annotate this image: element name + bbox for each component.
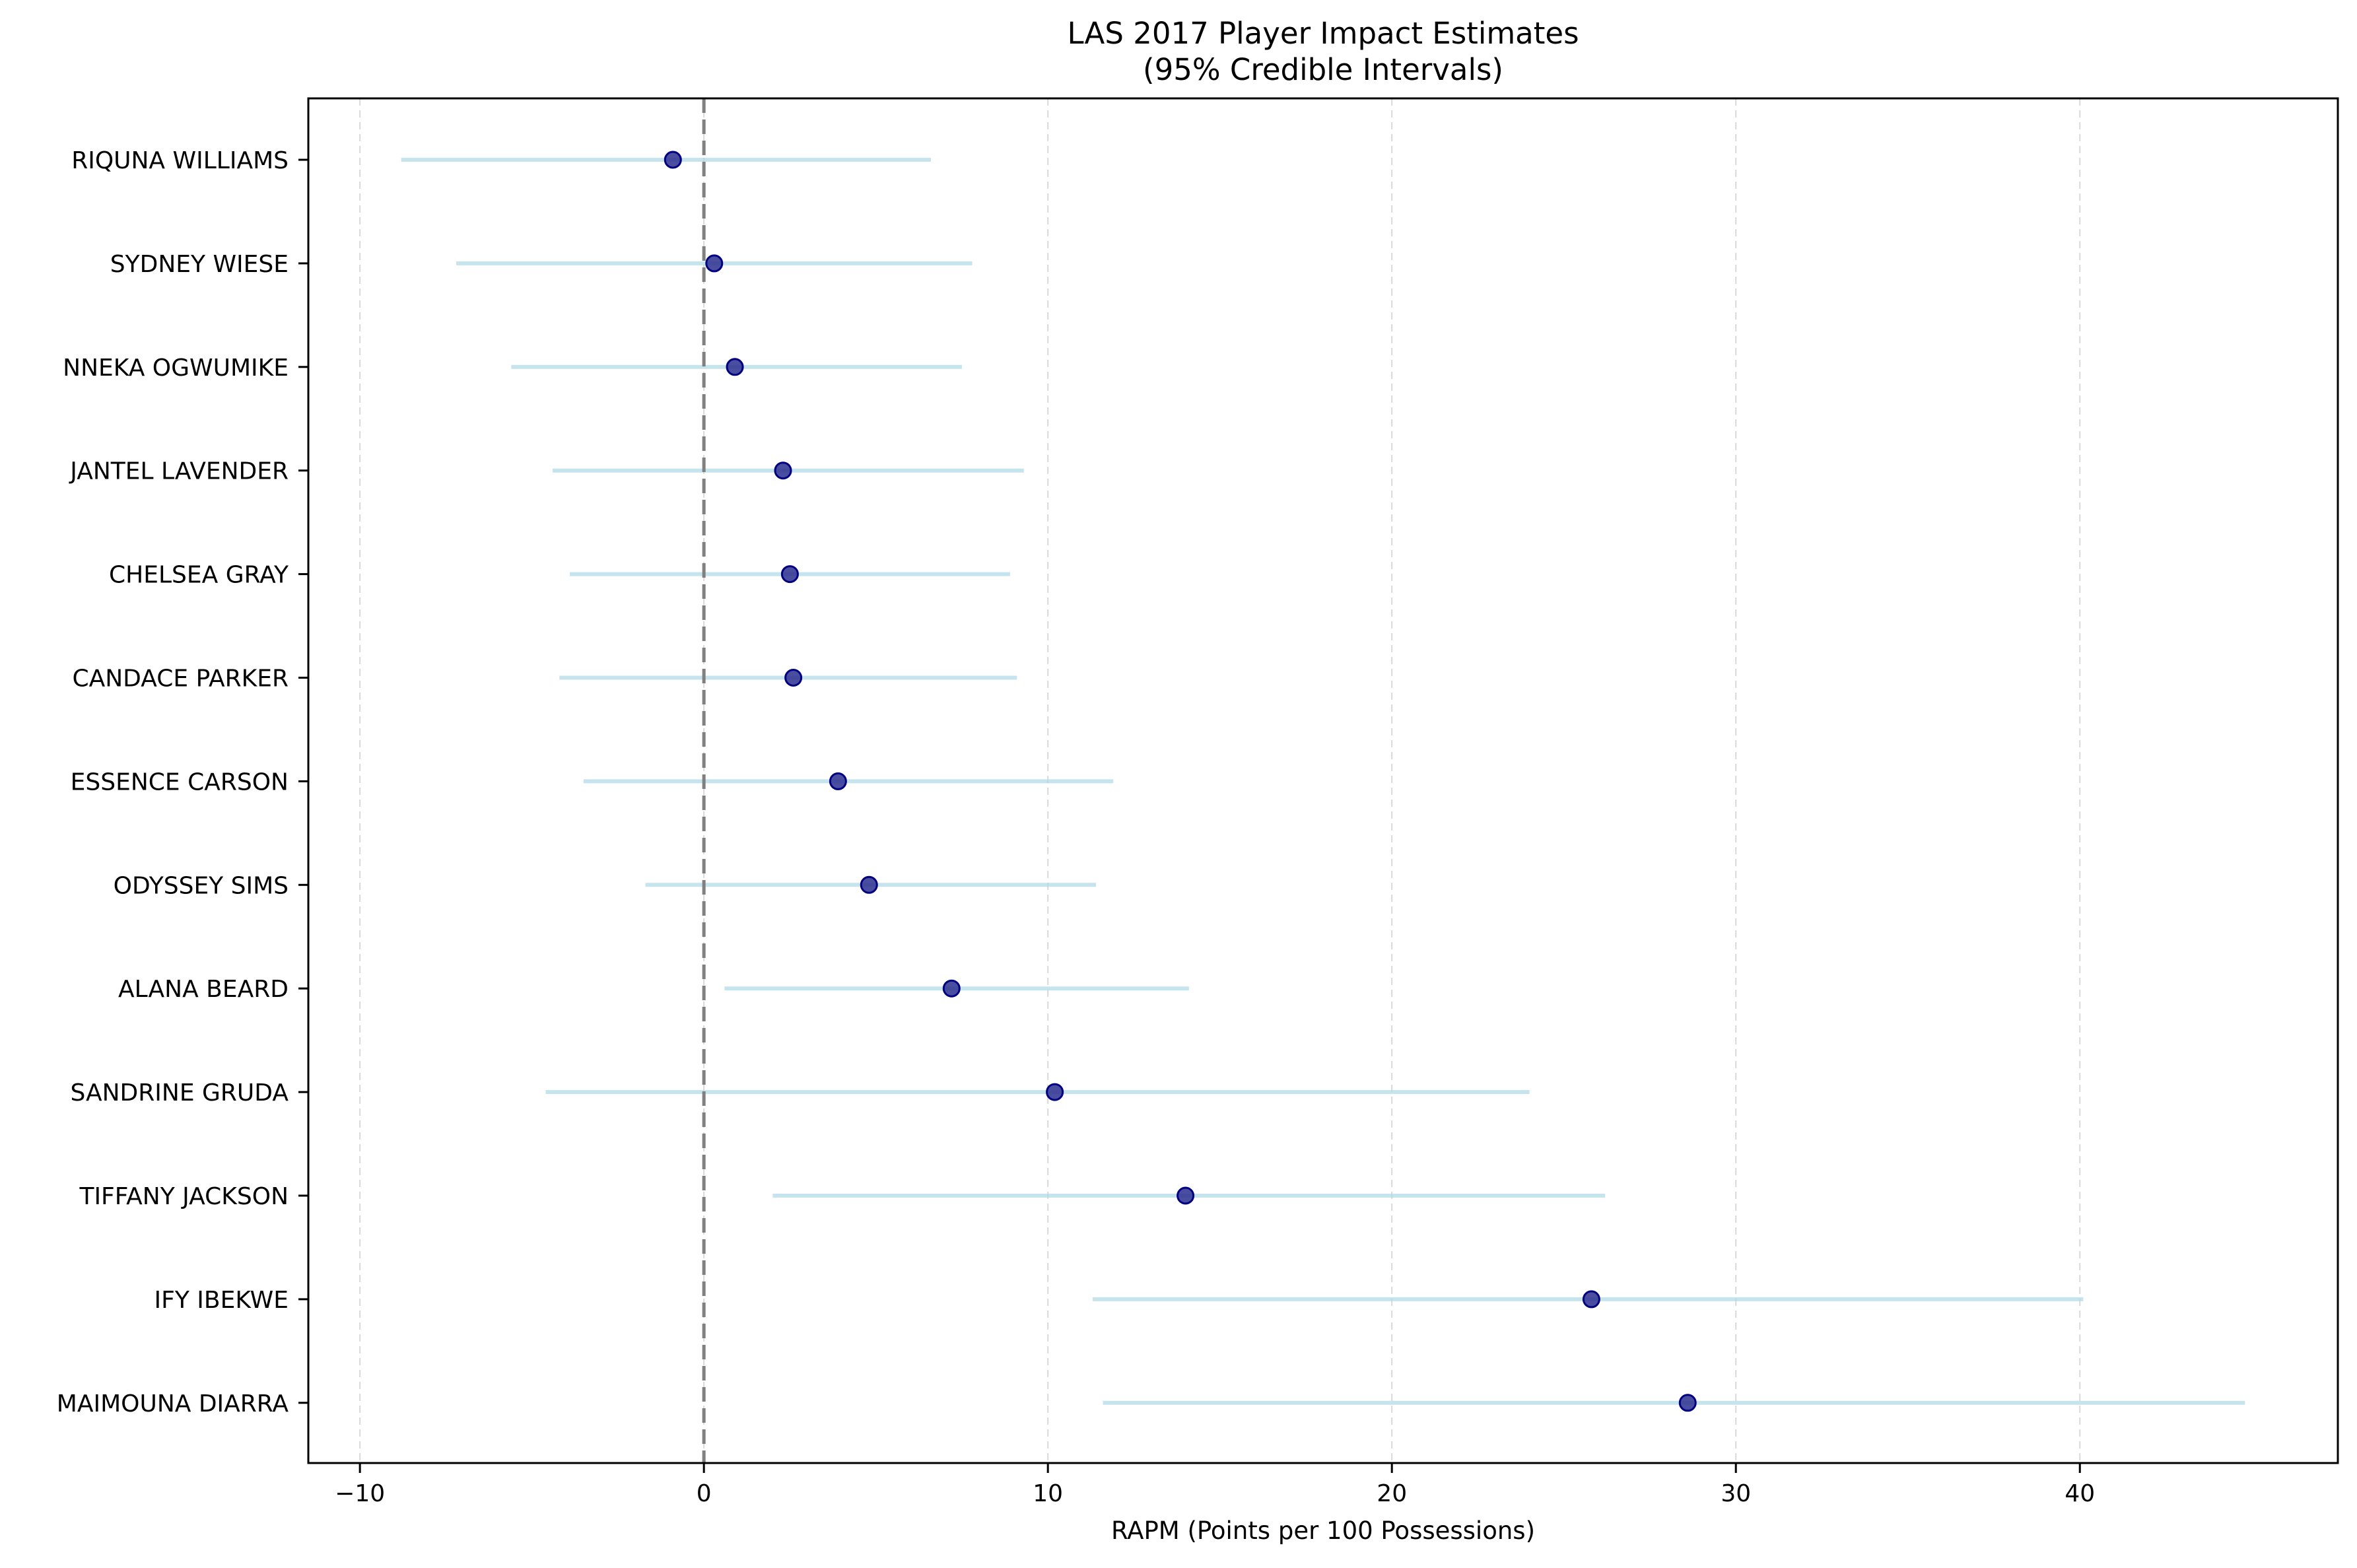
- x-axis-label: RAPM (Points per 100 Possessions): [1111, 1517, 1535, 1545]
- player-label: SANDRINE GRUDA: [70, 1079, 289, 1107]
- x-tick-label: 0: [697, 1480, 712, 1507]
- player-label: ODYSSEY SIMS: [114, 872, 289, 899]
- estimate-point: [664, 151, 682, 169]
- estimate-point: [726, 358, 744, 376]
- x-tick-label: 20: [1377, 1480, 1407, 1507]
- interval-lines: [401, 158, 2245, 1405]
- estimate-point: [1046, 1083, 1064, 1101]
- chart-subtitle: (95% Credible Intervals): [1143, 52, 1503, 87]
- player-label: IFY IBEKWE: [154, 1287, 289, 1314]
- chart-title: LAS 2017 Player Impact Estimates: [1067, 16, 1579, 51]
- estimate-point: [705, 254, 724, 273]
- estimate-points: [664, 151, 1697, 1412]
- player-label: JANTEL LAVENDER: [69, 458, 289, 485]
- player-label: RIQUNA WILLIAMS: [71, 147, 289, 174]
- x-axis-ticks: −10 0 10 20 30 40: [335, 1463, 2095, 1507]
- player-label: ALANA BEARD: [118, 976, 289, 1003]
- player-label: CHELSEA GRAY: [109, 562, 289, 589]
- estimate-point: [784, 669, 803, 687]
- player-label: TIFFANY JACKSON: [79, 1183, 289, 1210]
- estimate-point: [774, 461, 792, 480]
- estimate-point: [1678, 1394, 1697, 1412]
- y-axis-ticks: RIQUNA WILLIAMS SYDNEY WIESE NNEKA OGWUMIK…: [57, 147, 308, 1417]
- x-tick-label: 10: [1033, 1480, 1063, 1507]
- x-tick-label: −10: [335, 1480, 385, 1507]
- estimate-point: [1177, 1186, 1195, 1205]
- player-label: SYDNEY WIESE: [110, 251, 289, 278]
- x-tick-label: 40: [2065, 1480, 2095, 1507]
- player-label: NNEKA OGWUMIKE: [63, 355, 289, 382]
- estimate-point: [860, 875, 878, 894]
- player-label: MAIMOUNA DIARRA: [57, 1390, 289, 1417]
- x-tick-label: 30: [1721, 1480, 1751, 1507]
- player-label: ESSENCE CARSON: [71, 768, 289, 796]
- estimate-point: [1582, 1290, 1600, 1309]
- estimate-point: [829, 772, 847, 790]
- player-label: CANDACE PARKER: [72, 665, 289, 693]
- estimate-point: [942, 979, 961, 998]
- estimate-point: [780, 565, 799, 584]
